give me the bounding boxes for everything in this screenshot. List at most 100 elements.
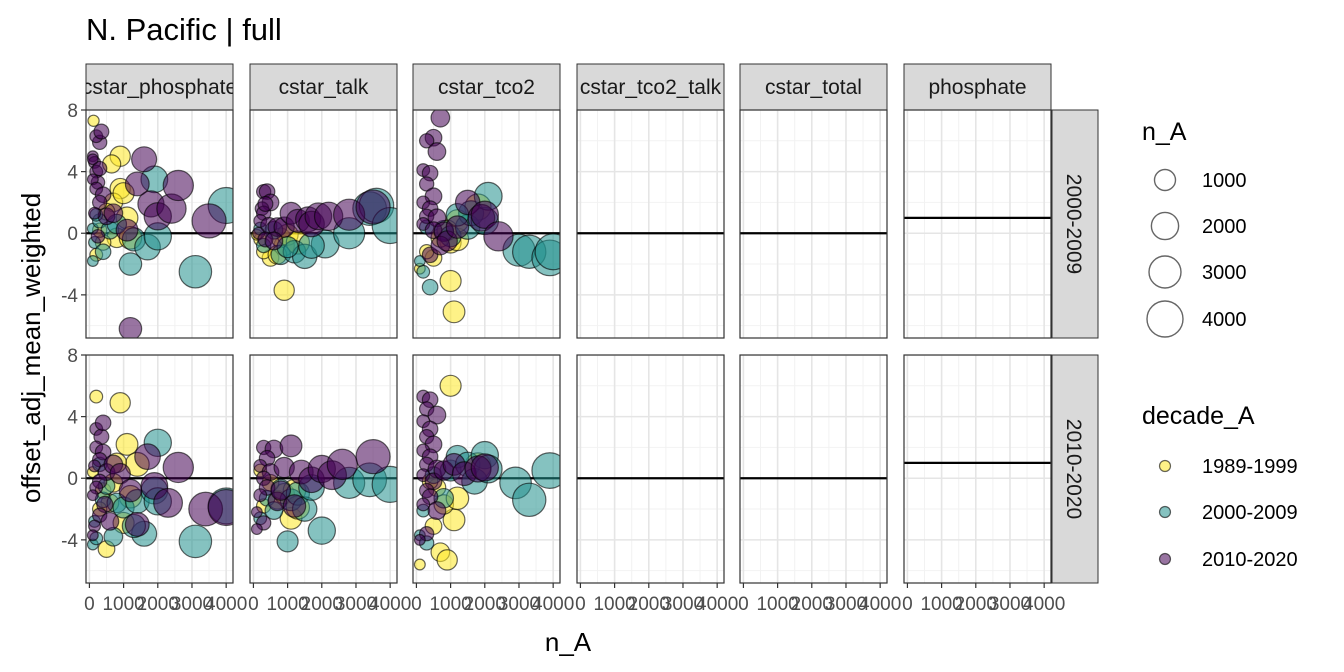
data-point — [86, 153, 99, 166]
data-point — [439, 374, 462, 397]
panel-border — [903, 354, 1052, 584]
data-point — [413, 533, 426, 546]
data-point — [355, 189, 391, 225]
data-point — [413, 558, 426, 571]
color-legend-key — [1158, 459, 1172, 473]
data-point — [89, 389, 104, 404]
x-tick-label: 1000 — [920, 594, 962, 615]
x-tick-label: 4000 — [532, 594, 574, 615]
x-tick-label: 0 — [84, 594, 95, 615]
data-point — [103, 203, 124, 224]
y-tick-label: 0 — [67, 469, 78, 490]
facet-strip-cstar_total: cstar_total — [739, 63, 888, 111]
data-point — [470, 200, 499, 229]
panel-cstar_total-2010-2020 — [739, 354, 888, 584]
y-tick-label: 8 — [67, 101, 78, 122]
x-tick-label: 2000 — [628, 594, 670, 615]
y-tick-label: 8 — [67, 346, 78, 367]
panel-phosphate-2010-2020 — [903, 354, 1052, 584]
size-legend-label: 1000 — [1202, 170, 1247, 192]
x-tick-label: 4000 — [696, 594, 738, 615]
size-legend-item: 4000 — [1146, 300, 1247, 338]
data-point — [124, 511, 150, 537]
x-tick-label: 2000 — [464, 594, 506, 615]
panel-background — [904, 110, 1051, 338]
strip-background — [85, 63, 234, 111]
x-tick-label: 4000 — [1023, 594, 1065, 615]
panel-background — [740, 110, 887, 338]
panel-cstar_phosphate-2010-2020 — [85, 354, 234, 584]
panel-border — [739, 109, 888, 339]
data-point — [442, 300, 466, 324]
facet-row-label: 2000-2009 — [1062, 174, 1085, 274]
size-legend-key — [1146, 300, 1184, 338]
chart-title: N. Pacific | full — [86, 12, 282, 47]
x-tick-label: 1000 — [756, 594, 798, 615]
data-point — [418, 133, 435, 149]
color-legend-item: 2000-2009 — [1158, 502, 1298, 524]
data-point — [445, 215, 470, 239]
facet-strip-label: phosphate — [928, 76, 1026, 99]
data-point — [483, 221, 514, 252]
strip-background — [576, 63, 725, 111]
data-point — [282, 494, 307, 518]
y-tick-label: 4 — [67, 163, 78, 184]
panel-border — [85, 354, 234, 584]
data-point — [270, 480, 292, 501]
data-point — [153, 487, 184, 518]
panel-cstar_tco2_talk-2000-2009 — [576, 109, 725, 339]
data-point — [162, 169, 194, 202]
y-tick-label: -4 — [61, 531, 78, 552]
facet-strip-label: cstar_tco2_talk — [580, 76, 722, 99]
size-legend-title: n_A — [1142, 118, 1187, 146]
panel-border — [576, 109, 725, 339]
facet-strip-cstar_talk: cstar_talk — [249, 63, 398, 111]
data-point — [94, 243, 112, 261]
panel-border — [903, 109, 1052, 339]
facet-strip-cstar_tco2: cstar_tco2 — [412, 63, 561, 111]
size-legend-label: 3000 — [1202, 262, 1247, 284]
data-point — [115, 432, 139, 456]
y-axis-label: offset_adj_mean_weighted — [16, 193, 46, 503]
data-point — [162, 451, 194, 484]
data-point — [421, 278, 439, 296]
facet-strip-cstar_phosphate: cstar_phosphate — [85, 63, 234, 111]
data-point — [207, 488, 233, 527]
x-tick-label: 2000 — [301, 594, 343, 615]
data-point — [436, 549, 458, 571]
data-point — [94, 414, 112, 432]
panel-border — [412, 354, 561, 584]
panel-background — [740, 355, 887, 583]
data-point — [91, 160, 108, 177]
facet-strip-cstar_tco2_talk: cstar_tco2_talk — [576, 63, 725, 111]
color-legend-label: 2000-2009 — [1202, 502, 1298, 524]
color-legend-label: 1989-1999 — [1202, 456, 1298, 478]
x-tick-label: 4000 — [205, 594, 247, 615]
panel-cstar_talk-2010-2020 — [249, 354, 398, 584]
panel-border — [739, 354, 888, 584]
data-point — [257, 195, 274, 213]
data-point — [178, 524, 213, 559]
data-point — [86, 255, 99, 267]
x-tick-label: 1000 — [102, 594, 144, 615]
data-point — [90, 228, 106, 244]
facet-row-label: 2010-2020 — [1062, 419, 1085, 519]
data-point — [93, 123, 110, 140]
row-strip-background — [1051, 354, 1099, 584]
data-point — [118, 252, 143, 276]
panel-border — [576, 354, 725, 584]
panel-background — [577, 110, 724, 338]
strip-background — [903, 63, 1052, 111]
panel-border — [249, 109, 398, 339]
row-strip-background — [1051, 109, 1099, 339]
data-point — [115, 218, 139, 242]
data-point — [118, 316, 143, 338]
x-tick-label: 0 — [902, 594, 913, 615]
data-point — [279, 434, 303, 458]
data-point — [109, 462, 131, 485]
data-point — [531, 452, 560, 489]
panel-cstar_tco2_talk-2010-2020 — [576, 354, 725, 584]
data-point — [253, 488, 268, 503]
size-legend-key — [1153, 168, 1177, 192]
